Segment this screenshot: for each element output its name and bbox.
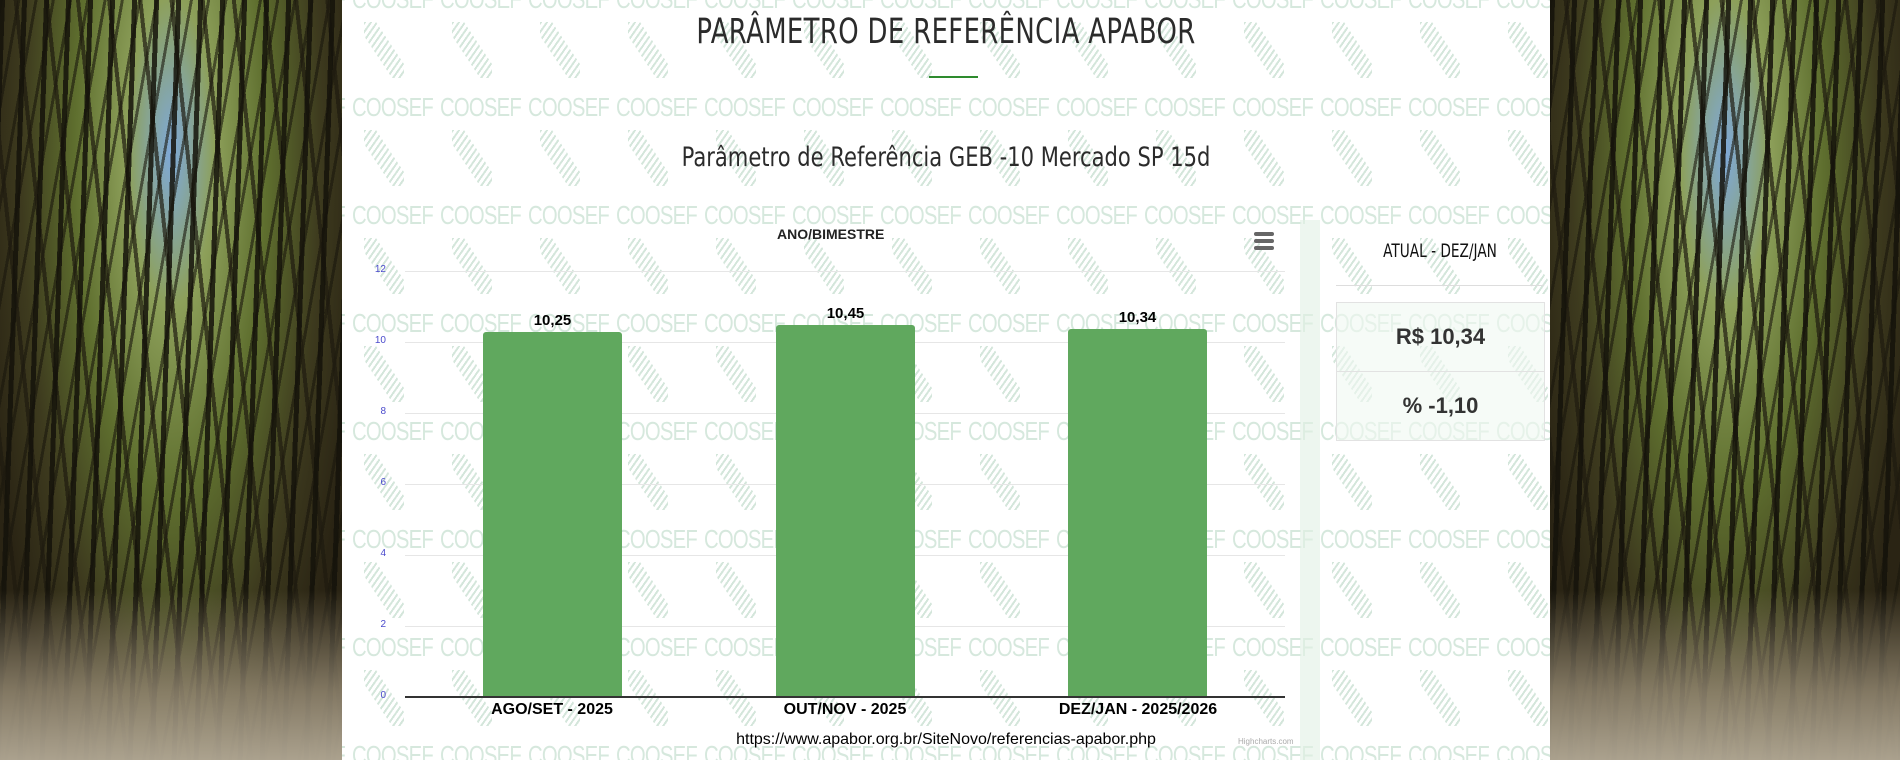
change-percent-value: % -1,10 [1402, 393, 1479, 418]
y-tick-label: 8 [380, 406, 386, 417]
y-tick-label: 0 [380, 690, 386, 701]
y-tick-label: 10 [374, 335, 386, 346]
forest-photo-left [0, 0, 342, 760]
x-axis-label: AGO/SET - 2025 [491, 701, 613, 718]
change-percent-box: % -1,10 [1336, 371, 1545, 441]
current-price-box: R$ 10,34 [1336, 302, 1545, 372]
bar-dez-jan-2025-2026[interactable] [1068, 329, 1207, 697]
bar-value-label: 10,34 [1118, 309, 1157, 326]
bar-value-label: 10,45 [826, 305, 865, 322]
chart-title: Parâmetro de Referência GEB -10 Mercado … [681, 142, 1211, 173]
bar-chart: ANO/BIMESTRE 12 10 8 6 4 2 0 10,25 10,45… [342, 0, 1550, 760]
x-axis-line [405, 696, 1285, 698]
source-url-link[interactable]: https://www.apabor.org.br/SiteNovo/refer… [736, 731, 1156, 748]
current-price-value: R$ 10,34 [1395, 324, 1486, 349]
chart-subtitle: ANO/BIMESTRE [777, 226, 885, 242]
y-tick-label: 4 [380, 548, 386, 559]
page-title: PARÂMETRO DE REFERÊNCIA APABOR [696, 12, 1196, 52]
x-axis-label: OUT/NOV - 2025 [783, 701, 907, 718]
summary-divider [1336, 285, 1544, 286]
forest-photo-right [1550, 0, 1900, 760]
summary-title: ATUAL - DEZ/JAN [1383, 240, 1497, 262]
highcharts-credits-link[interactable]: Highcharts.com [1238, 737, 1294, 746]
title-underline [929, 76, 978, 78]
chart-divider [1300, 220, 1320, 760]
x-axis-label: DEZ/JAN - 2025/2026 [1058, 701, 1218, 718]
y-tick-label: 2 [380, 619, 386, 630]
bar-value-label: 10,25 [533, 312, 572, 329]
content-panel: COOSEF COOSEF COOSEF COOSEF COOSEF COOSEF COOS… [342, 0, 1550, 760]
hamburger-menu-icon[interactable] [1254, 232, 1274, 250]
bar-ago-set-2025[interactable] [483, 332, 622, 697]
gridline [405, 271, 1285, 272]
bar-out-nov-2025[interactable] [776, 325, 915, 697]
y-tick-label: 6 [380, 477, 386, 488]
y-tick-label: 12 [374, 264, 386, 275]
